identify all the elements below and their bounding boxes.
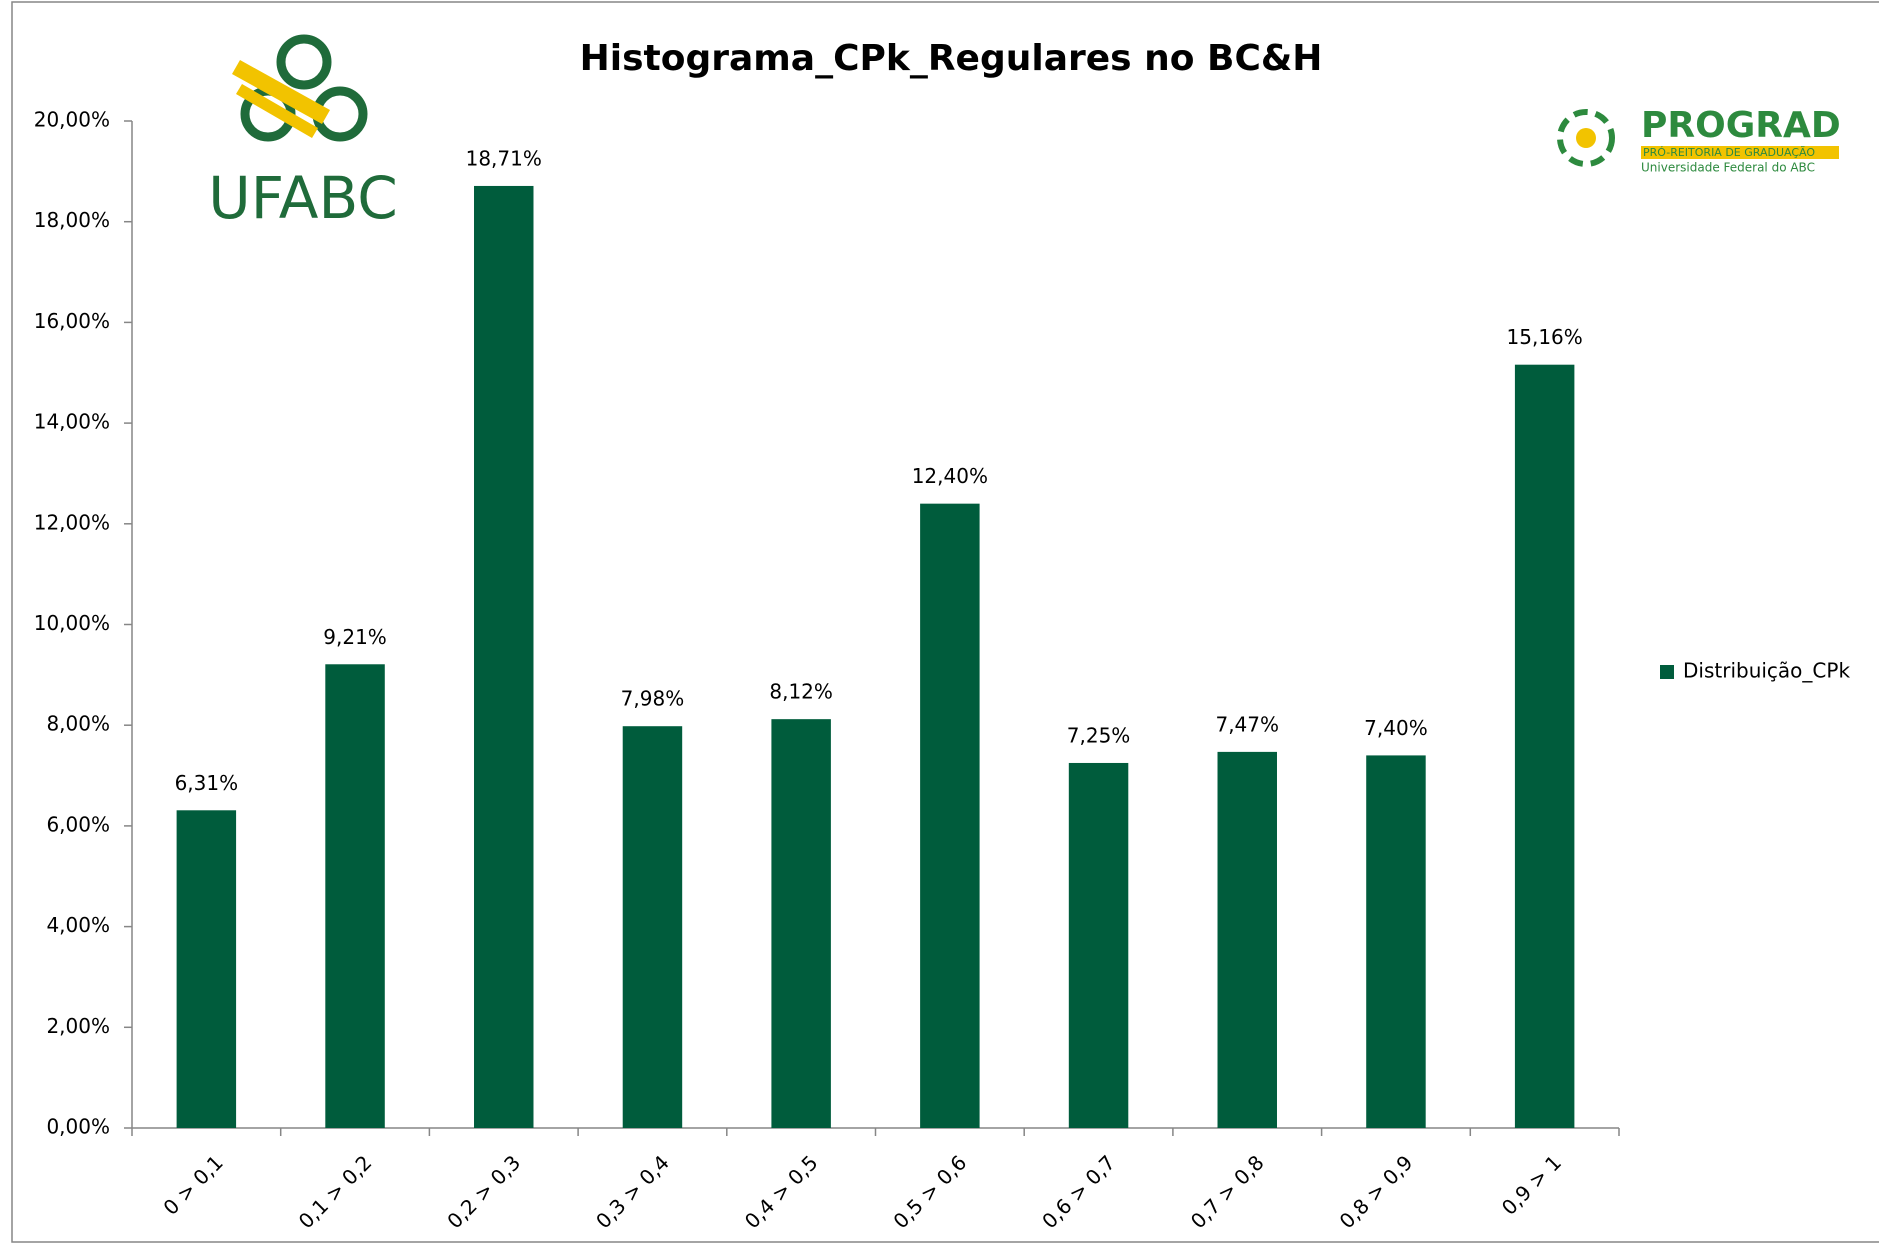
chart-border xyxy=(11,1,1879,1243)
data-label: 7,40% xyxy=(1364,716,1428,740)
logo-text: PROGRAD xyxy=(1641,105,1841,146)
y-tick-label: 8,00% xyxy=(46,712,110,736)
bar xyxy=(1514,364,1575,1129)
data-label: 6,31% xyxy=(175,771,239,795)
x-tick-label: 0,9 > 1 xyxy=(1497,1150,1566,1219)
y-tick-label: 12,00% xyxy=(34,510,110,534)
data-label: 15,16% xyxy=(1507,325,1583,349)
bar xyxy=(474,185,534,1128)
data-label: 7,47% xyxy=(1215,712,1279,736)
data-label: 8,12% xyxy=(769,680,833,704)
data-label: 9,21% xyxy=(323,625,387,649)
x-tick-label: 0,4 > 0,5 xyxy=(740,1150,823,1233)
x-tick-label: 0,3 > 0,4 xyxy=(591,1150,674,1233)
logo-text: UFABC xyxy=(208,164,397,232)
bar xyxy=(1366,755,1426,1128)
x-tick-label: 0,2 > 0,3 xyxy=(442,1150,525,1233)
y-tick-label: 0,00% xyxy=(46,1115,110,1139)
logo-left: UFABC xyxy=(208,34,398,232)
y-tick-label: 14,00% xyxy=(34,410,110,434)
y-tick-label: 6,00% xyxy=(46,812,110,836)
bar xyxy=(325,664,385,1128)
bar xyxy=(920,503,980,1128)
x-tick-label: 0,7 > 0,8 xyxy=(1186,1150,1269,1233)
data-label: 18,71% xyxy=(466,146,542,170)
logo-ring xyxy=(276,34,332,90)
logo-stripe xyxy=(232,60,330,124)
bar xyxy=(771,719,831,1128)
bar xyxy=(622,726,683,1128)
data-label: 7,25% xyxy=(1067,723,1131,747)
bar xyxy=(176,810,237,1128)
legend-label: Distribuição_CPk xyxy=(1683,659,1850,683)
x-tick-label: 0,8 > 0,9 xyxy=(1335,1150,1418,1233)
x-tick-label: 0 > 0,1 xyxy=(158,1150,227,1219)
y-tick-label: 20,00% xyxy=(34,108,110,132)
data-label: 7,98% xyxy=(621,687,685,711)
logo-right: PROGRAD PRÓ-REITORIA DE GRADUAÇÃO Univer… xyxy=(1557,105,1841,175)
logo-subtext: PRÓ-REITORIA DE GRADUAÇÃO xyxy=(1643,146,1815,159)
bar xyxy=(1068,762,1129,1128)
logo-star xyxy=(1576,128,1596,148)
logo-stripe xyxy=(236,84,318,138)
bar xyxy=(1217,751,1277,1128)
y-tick-label: 16,00% xyxy=(34,309,110,333)
y-tick-label: 10,00% xyxy=(34,611,110,635)
x-tick-label: 0,5 > 0,6 xyxy=(888,1150,971,1233)
logo-subtext: Universidade Federal do ABC xyxy=(1641,161,1815,175)
chart-title: Histograma_CPk_Regulares no BC&H xyxy=(580,38,1323,79)
data-label: 12,40% xyxy=(912,464,988,488)
logo-band xyxy=(1641,146,1839,159)
y-tick-label: 4,00% xyxy=(46,913,110,937)
y-tick-label: 2,00% xyxy=(46,1014,110,1038)
logo-star xyxy=(1557,109,1615,167)
y-tick-label: 18,00% xyxy=(34,208,110,232)
x-tick-label: 0,6 > 0,7 xyxy=(1037,1150,1120,1233)
legend-swatch xyxy=(1660,665,1674,679)
x-tick-label: 0,1 > 0,2 xyxy=(294,1150,377,1233)
